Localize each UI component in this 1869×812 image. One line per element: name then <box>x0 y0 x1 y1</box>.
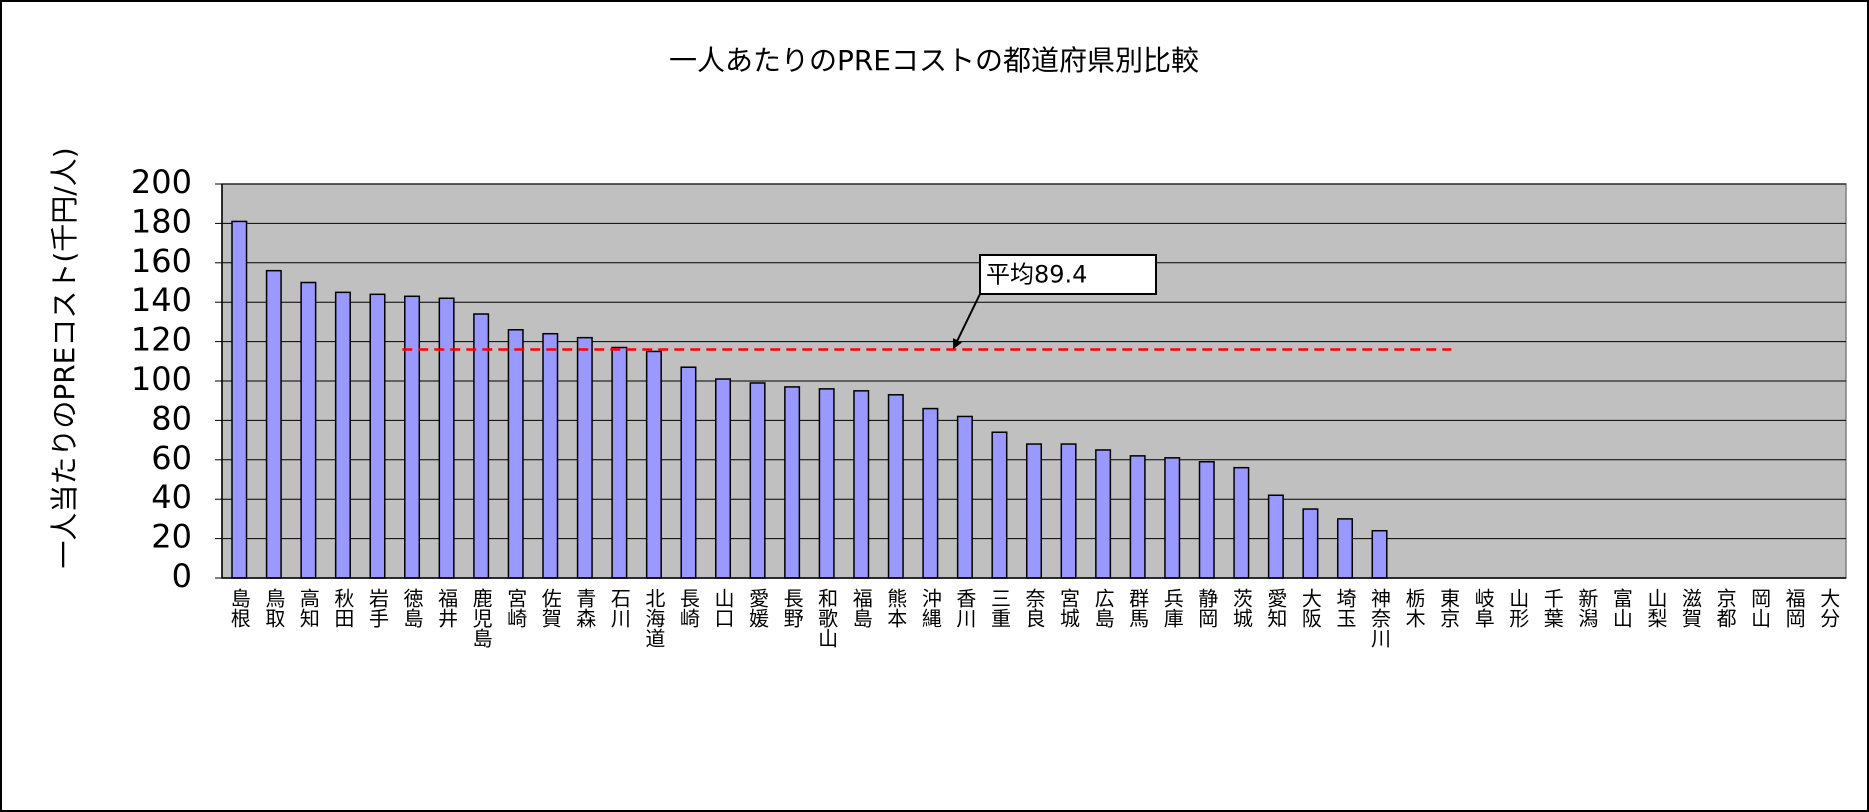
x-tick-label: 山梨 <box>1644 588 1668 628</box>
annotation-text: 平均89.4 <box>986 261 1087 289</box>
x-tick-label: 大分 <box>1817 588 1841 628</box>
x-tick-label: 岩手 <box>365 588 389 628</box>
bar <box>473 313 490 579</box>
x-tick-label: 長野 <box>780 588 804 628</box>
bar <box>818 388 835 579</box>
x-tick-label: 沖縄 <box>918 588 942 628</box>
bar <box>265 269 282 579</box>
bar <box>611 346 628 579</box>
bar <box>1060 443 1077 579</box>
bar <box>404 295 421 579</box>
x-tick-label: 青森 <box>573 588 597 628</box>
bar <box>542 332 559 579</box>
x-tick-label: 高知 <box>296 588 320 628</box>
x-tick-label: 北海道 <box>642 588 666 648</box>
bar <box>1302 508 1319 579</box>
bar <box>922 407 939 579</box>
y-tick-label: 160 <box>131 242 192 280</box>
x-tick-label: 佐賀 <box>538 588 562 628</box>
x-tick-label: 栃木 <box>1402 588 1426 628</box>
x-tick-label: 愛知 <box>1264 588 1288 628</box>
x-tick-label: 岡山 <box>1748 588 1772 628</box>
y-tick-label: 180 <box>131 202 192 240</box>
bar <box>1025 443 1043 579</box>
x-tick-label: 宮城 <box>1057 588 1081 628</box>
x-tick-label: 東京 <box>1437 588 1461 628</box>
x-tick-label: 埼玉 <box>1333 588 1357 628</box>
y-tick-label: 0 <box>172 557 192 595</box>
x-tick-label: 千葉 <box>1540 588 1564 628</box>
x-tick-label: 岐阜 <box>1471 588 1495 628</box>
x-tick-label: 香川 <box>953 588 977 628</box>
bar <box>300 281 317 579</box>
bar <box>956 415 973 579</box>
x-tick-label: 奈良 <box>1022 588 1046 628</box>
bar <box>853 390 870 579</box>
x-tick-label: 滋賀 <box>1679 588 1703 628</box>
y-tick-label: 40 <box>151 478 192 516</box>
x-tick-label: 京都 <box>1713 588 1737 628</box>
bar <box>1095 449 1112 579</box>
bar <box>1371 529 1388 579</box>
y-tick-label: 20 <box>151 518 192 556</box>
bar <box>507 329 524 579</box>
x-tick-label: 長崎 <box>676 588 700 628</box>
y-axis-label: 一人当たりのPREコスト(千円/人) <box>48 147 81 568</box>
x-tick-label: 福井 <box>435 588 459 628</box>
x-tick-label: 兵庫 <box>1160 588 1184 628</box>
x-tick-label: 山形 <box>1506 588 1530 628</box>
x-tick-label: 福島 <box>849 588 873 628</box>
y-tick-label: 100 <box>131 360 192 398</box>
bar <box>576 336 593 579</box>
y-tick-label: 140 <box>131 281 192 319</box>
x-tick-label: 三重 <box>987 588 1011 628</box>
x-tick-label: 静岡 <box>1195 588 1219 628</box>
bar <box>1267 494 1284 579</box>
bar <box>1164 457 1181 579</box>
x-tick-label: 熊本 <box>884 588 908 628</box>
bar <box>334 291 351 579</box>
x-tick-label: 群馬 <box>1126 588 1150 628</box>
x-tick-label: 山口 <box>711 588 735 628</box>
x-tick-label: 宮崎 <box>504 588 528 628</box>
bar <box>1198 461 1215 579</box>
bar <box>438 297 455 579</box>
y-tick-label: 200 <box>131 163 192 201</box>
x-tick-label: 和歌山 <box>815 588 839 648</box>
annotation-arrow <box>953 293 981 350</box>
bar <box>715 378 732 579</box>
bar <box>1233 466 1250 579</box>
x-tick-label: 神奈川 <box>1368 588 1392 648</box>
annotation-box <box>979 254 1157 295</box>
x-tick-label: 秋田 <box>331 588 355 628</box>
bar <box>645 350 662 579</box>
bar <box>1336 518 1353 579</box>
chart-title: 一人あたりのPREコストの都道府県別比較 <box>669 44 1199 77</box>
x-tick-label: 富山 <box>1609 588 1633 628</box>
y-tick-label: 80 <box>151 399 192 437</box>
y-tick-label: 60 <box>151 439 192 477</box>
x-tick-label: 徳島 <box>400 588 424 628</box>
x-tick-label: 島根 <box>227 588 251 628</box>
bar <box>887 394 904 579</box>
x-tick-label: 鳥取 <box>262 588 286 628</box>
x-tick-label: 広島 <box>1091 588 1115 628</box>
x-tick-label: 新潟 <box>1575 588 1599 628</box>
bar <box>749 382 766 579</box>
x-tick-label: 茨城 <box>1229 588 1253 628</box>
bar <box>1129 455 1146 579</box>
x-tick-label: 大阪 <box>1298 588 1322 628</box>
bar <box>680 366 697 579</box>
x-tick-label: 福岡 <box>1782 588 1806 628</box>
bar <box>231 220 248 579</box>
x-tick-label: 石川 <box>607 588 631 628</box>
x-tick-label: 鹿児島 <box>469 588 493 648</box>
y-tick-label: 120 <box>131 321 192 359</box>
x-tick-label: 愛媛 <box>746 588 770 628</box>
bar <box>784 386 801 579</box>
bar <box>369 293 386 579</box>
bar <box>991 431 1008 579</box>
